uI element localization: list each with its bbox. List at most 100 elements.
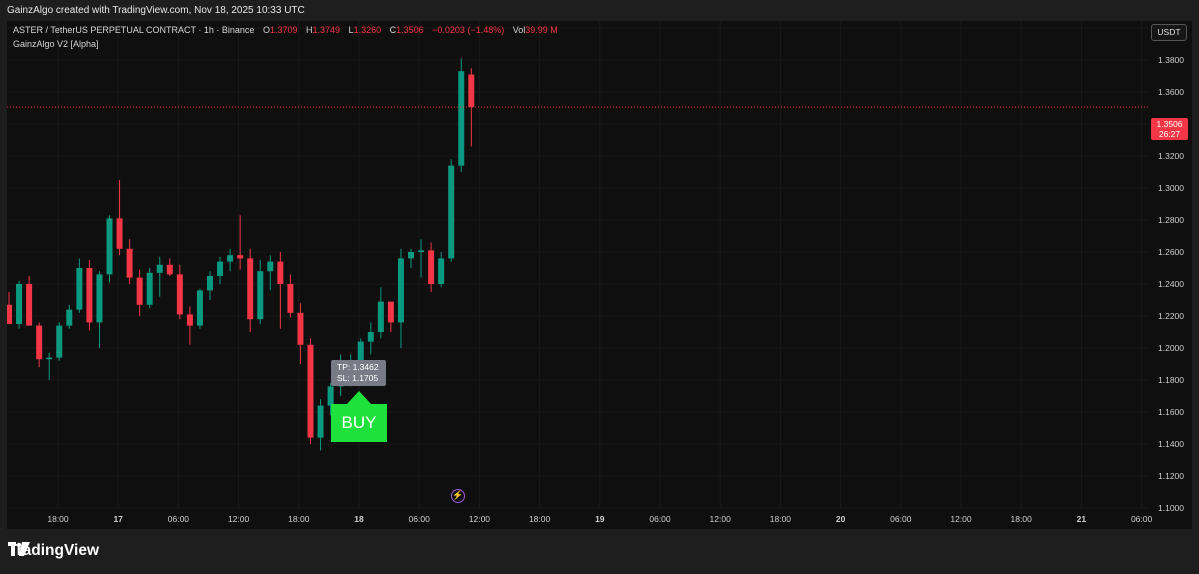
candle-body xyxy=(247,258,254,320)
candle-body xyxy=(327,386,334,406)
candle-body xyxy=(56,325,63,358)
candlestick-chart[interactable]: 18:00 17 06:00 12:00 18:00 18 06:00 12:00 18:00 1… xyxy=(7,21,1192,529)
price-axis-label: 1.1400 xyxy=(1158,439,1184,449)
close-label: C xyxy=(389,25,397,35)
price-axis-label: 1.1600 xyxy=(1158,407,1184,417)
price-axis-label: 1.1000 xyxy=(1158,503,1184,513)
candle-body xyxy=(448,165,455,259)
time-axis-label: 12:00 xyxy=(228,514,250,524)
time-axis-label: 12:00 xyxy=(710,514,732,524)
created-by-text: GainzAlgo created with TradingView.com, … xyxy=(7,5,305,16)
buy-arrow-icon xyxy=(347,391,371,404)
indicator-title[interactable]: GainzAlgo V2 [Alpha] xyxy=(13,39,99,49)
lightning-bolt-icon[interactable]: ⚡ xyxy=(451,489,465,503)
time-axis-label: 19 xyxy=(595,514,605,524)
candle-body xyxy=(136,277,143,305)
tradingview-logo-icon xyxy=(8,542,30,556)
price-axis-label: 1.3000 xyxy=(1158,183,1184,193)
symbol-title[interactable]: ASTER / TetherUS PERPETUAL CONTRACT · 1h… xyxy=(13,25,255,35)
time-axis-label: 06:00 xyxy=(890,514,912,524)
candle-body xyxy=(317,405,324,438)
candle-body xyxy=(408,252,414,259)
candle-body xyxy=(26,284,33,326)
candle-body xyxy=(76,268,83,310)
candle-body xyxy=(277,261,284,284)
take-profit-text: TP: 1.3462 xyxy=(337,362,379,372)
price-axis-label: 1.3800 xyxy=(1158,55,1184,65)
candle-body xyxy=(418,250,425,252)
currency-button[interactable]: USDT xyxy=(1151,24,1187,41)
time-axis-label: 18:00 xyxy=(529,514,551,524)
time-axis-label: 18 xyxy=(354,514,364,524)
watermark-header: GainzAlgo created with TradingView.com, … xyxy=(0,0,1199,21)
price-axis-label: 1.2800 xyxy=(1158,215,1184,225)
time-axis-label: 12:00 xyxy=(469,514,491,524)
price-axis-label: 1.3600 xyxy=(1158,87,1184,97)
price-axis-label: 1.1200 xyxy=(1158,471,1184,481)
time-axis-label: 06:00 xyxy=(649,514,671,524)
candle-body xyxy=(146,272,153,305)
low-label: L xyxy=(348,25,354,35)
candle-body xyxy=(468,74,475,108)
low-value: 1.3260 xyxy=(353,25,382,35)
price-axis-label: 1.2600 xyxy=(1158,247,1184,257)
candle-body xyxy=(196,290,203,326)
candle-body xyxy=(267,261,274,272)
last-price-tag: 1.3506 26:27 xyxy=(1151,118,1188,140)
time-axis-label: 06:00 xyxy=(409,514,431,524)
candle-body xyxy=(387,301,394,323)
time-axis-label: 18:00 xyxy=(1011,514,1033,524)
stop-loss-text: SL: 1.1705 xyxy=(337,373,379,383)
candle-body xyxy=(116,218,123,249)
symbol-legend: ASTER / TetherUS PERPETUAL CONTRACT · 1h… xyxy=(13,25,558,35)
candle-body xyxy=(16,284,23,324)
tradingview-logo: TradingView xyxy=(8,542,99,560)
candle-body xyxy=(166,264,173,275)
candle-body xyxy=(96,274,103,323)
volume-label: Vol xyxy=(512,25,526,35)
time-axis-label: 18:00 xyxy=(770,514,792,524)
candle-body xyxy=(156,264,163,273)
candle-body xyxy=(438,258,445,284)
candle-body xyxy=(287,284,294,313)
time-axis-label: 06:00 xyxy=(1131,514,1153,524)
buy-signal-badge: BUY xyxy=(331,404,387,442)
tp-sl-label: TP: 1.3462 SL: 1.1705 xyxy=(331,360,386,386)
candle-body xyxy=(217,261,224,276)
time-axis-label: 06:00 xyxy=(168,514,190,524)
chart-panel[interactable]: 18:00 17 06:00 12:00 18:00 18 06:00 12:00 18:00 1… xyxy=(7,21,1192,529)
candle-body xyxy=(237,255,244,259)
close-value: 1.3506 xyxy=(396,25,424,35)
high-value: 1.3749 xyxy=(312,25,341,35)
candle-body xyxy=(227,255,234,262)
candle-body xyxy=(207,276,213,291)
open-value: 1.3709 xyxy=(269,25,298,35)
price-axis-label: 1.3200 xyxy=(1158,151,1184,161)
volume-value: 39.99 M xyxy=(525,25,558,35)
last-price-value: 1.3506 xyxy=(1156,119,1183,129)
candle-body xyxy=(106,218,113,275)
candle-body xyxy=(86,268,93,323)
candle-body xyxy=(297,312,304,345)
candle-body xyxy=(176,274,183,315)
time-axis-label: 21 xyxy=(1077,514,1087,524)
brand-name: TradingView xyxy=(8,542,100,559)
candle-body xyxy=(428,250,435,284)
candle-body xyxy=(307,344,314,438)
time-axis-label: 20 xyxy=(836,514,846,524)
price-axis-label: 1.2200 xyxy=(1158,311,1184,321)
candle-body xyxy=(367,332,374,342)
change-value: −0.0203 (−1.48%) xyxy=(432,25,505,35)
price-axis-label: 1.2000 xyxy=(1158,343,1184,353)
time-axis-label: 18:00 xyxy=(288,514,310,524)
time-axis-label: 17 xyxy=(113,514,123,524)
candle-body xyxy=(46,357,53,360)
price-axis-label: 1.2400 xyxy=(1158,279,1184,289)
candle-body xyxy=(458,71,465,166)
candle-body xyxy=(257,271,264,320)
bar-countdown: 26:27 xyxy=(1158,129,1181,139)
candle-body xyxy=(377,301,384,332)
high-label: H xyxy=(306,25,313,35)
candle-body xyxy=(186,314,193,326)
candle-body xyxy=(397,258,404,323)
